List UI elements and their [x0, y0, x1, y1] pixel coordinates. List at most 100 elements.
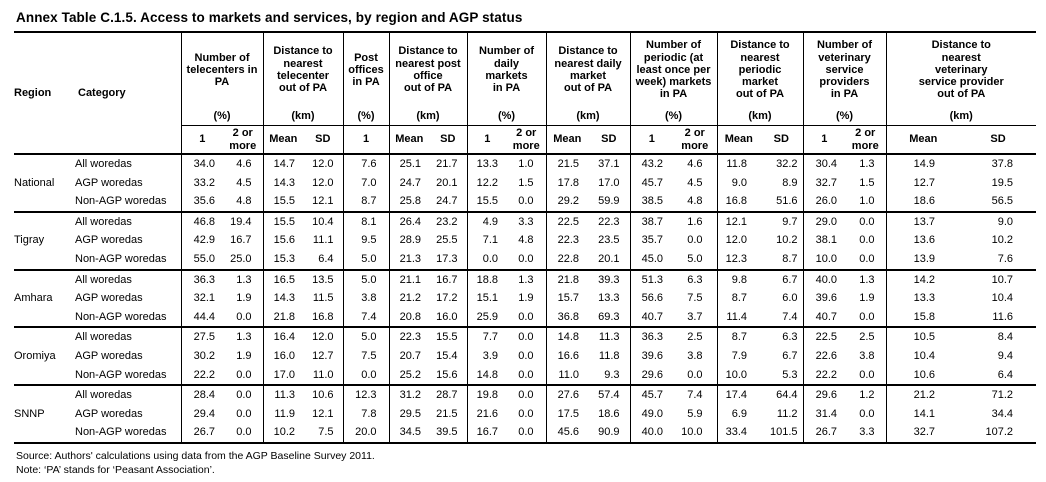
value-cell: 55.0: [180, 249, 223, 270]
value-cell: 38.5: [629, 192, 673, 212]
value-cell: 17.8: [545, 173, 588, 193]
value-cell: 56.6: [629, 289, 673, 308]
table-row: SNNP All woredas 28.4 0.0 11.3 10.6 12.3 31.2 28…: [14, 385, 1036, 420]
value-cell: 29.5: [388, 404, 429, 424]
value-cell: 22.2: [802, 365, 845, 386]
value-cell: 11.5: [312, 292, 334, 305]
value-cell: 21.5: [436, 407, 458, 420]
value-cell: 6.7: [782, 273, 798, 286]
sub-header: SD: [773, 133, 789, 146]
value-cell: 1.9: [518, 292, 534, 305]
value-cell: 1.3: [859, 158, 875, 170]
value-cell: 13.9: [885, 249, 960, 270]
value-cell: 6.4: [997, 368, 1013, 381]
value-cell: 15.3: [262, 249, 303, 270]
value-cell: 9.5: [342, 231, 389, 250]
value-cell: 11.0: [545, 365, 588, 386]
value-cell: 8.7: [342, 192, 389, 212]
value-cell: 7.4: [782, 310, 798, 323]
value-cell: 8.1: [342, 211, 389, 232]
value-cell: 12.3: [716, 249, 760, 270]
value-cell: 5.0: [342, 327, 389, 347]
value-cell: 20.8: [388, 307, 429, 328]
category-label: Non-AGP woredas: [75, 310, 167, 323]
sub-header: SD: [315, 133, 331, 146]
value-cell: 9.8: [716, 269, 760, 290]
sub-header: Mean: [716, 125, 760, 154]
value-cell: 16.4: [262, 327, 303, 347]
value-cell: 1.9: [859, 292, 875, 305]
value-cell: 90.9: [598, 426, 620, 439]
value-cell: 20.7: [388, 346, 429, 366]
value-cell: 10.4: [312, 215, 334, 228]
value-cell: 10.2: [776, 234, 798, 247]
table-row: Non-AGP woredas 44.4 0.0 21.8 16.8 7.4 20.8 16.…: [14, 307, 1036, 328]
value-cell: 7.8: [342, 404, 389, 424]
value-cell: 40.7: [802, 307, 845, 328]
value-cell: 27.5: [180, 327, 223, 347]
value-cell: 40.0: [629, 423, 673, 443]
value-cell: 36.3: [629, 327, 673, 347]
value-cell: 26.0: [802, 192, 845, 212]
category-column-header: Category: [78, 87, 126, 99]
value-cell: 21.5: [545, 154, 588, 174]
category-label: Non-AGP woredas: [75, 426, 167, 439]
value-cell: 15.5: [262, 211, 303, 232]
value-cell: 0.0: [859, 215, 875, 228]
value-cell: 19.8: [466, 385, 507, 405]
value-cell: 44.4: [180, 307, 223, 328]
category-label: Non-AGP woredas: [75, 195, 167, 208]
value-cell: 12.0: [312, 331, 334, 344]
value-cell: 28.9: [388, 231, 429, 250]
value-cell: 9.0: [997, 215, 1013, 228]
value-cell: 0.0: [518, 349, 534, 362]
value-cell: 0.0: [687, 234, 703, 247]
table-row: Non-AGP woredas 55.0 25.0 15.3 6.4 5.0 21.3 17.…: [14, 249, 1036, 270]
value-cell: 4.8: [687, 195, 703, 208]
value-cell: 6.3: [687, 273, 703, 286]
value-cell: 18.6: [885, 192, 960, 212]
value-cell: 15.5: [436, 331, 458, 344]
value-cell: 6.0: [782, 292, 798, 305]
value-cell: 18.6: [598, 407, 620, 420]
value-cell: 8.7: [782, 252, 798, 265]
value-cell: 12.0: [312, 158, 334, 170]
sub-header: SD: [601, 133, 617, 146]
value-cell: 15.6: [262, 231, 303, 250]
table-row: Non-AGP woredas 26.7 0.0 10.2 7.5 20.0 34.5 39.…: [14, 423, 1036, 443]
value-cell: 16.0: [262, 346, 303, 366]
value-cell: 0.0: [236, 426, 252, 439]
value-cell: 10.0: [681, 426, 703, 439]
value-cell: 16.0: [436, 310, 458, 323]
value-cell: 10.0: [716, 365, 760, 386]
pa-note: Note: ‘PA’ stands for ‘Peasant Associati…: [16, 463, 215, 476]
sub-header: 1: [802, 125, 845, 154]
region-column-header: Region: [14, 87, 52, 99]
value-cell: 107.2: [985, 426, 1013, 439]
value-cell: 17.3: [436, 252, 458, 265]
sub-header: Mean: [388, 125, 429, 154]
value-cell: 49.0: [629, 404, 673, 424]
value-cell: 20.0: [342, 423, 389, 443]
table-row: AGP woredas 30.2 1.9 16.0 12.7 7.5 20.7 15.4 3.9…: [14, 346, 1036, 366]
value-cell: 1.3: [518, 273, 534, 286]
value-cell: 7.6: [997, 252, 1013, 265]
value-cell: 29.0: [802, 211, 845, 232]
value-cell: 3.3: [518, 215, 534, 228]
value-cell: 5.9: [687, 407, 703, 420]
value-cell: 15.4: [436, 349, 458, 362]
value-cell: 3.8: [687, 349, 703, 362]
value-cell: 0.0: [687, 368, 703, 381]
value-cell: 9.0: [716, 173, 760, 193]
value-cell: 18.8: [466, 269, 507, 290]
sub-header: 2 or more: [851, 127, 879, 152]
value-cell: 19.4: [230, 215, 252, 228]
value-cell: 22.3: [598, 215, 620, 228]
value-cell: 4.6: [687, 158, 703, 170]
sub-header: Mean: [262, 125, 303, 154]
value-cell: 29.2: [545, 192, 588, 212]
value-cell: 32.1: [180, 289, 223, 308]
value-cell: 4.8: [236, 195, 252, 208]
value-cell: 16.7: [230, 234, 252, 247]
value-cell: 40.0: [802, 269, 845, 290]
